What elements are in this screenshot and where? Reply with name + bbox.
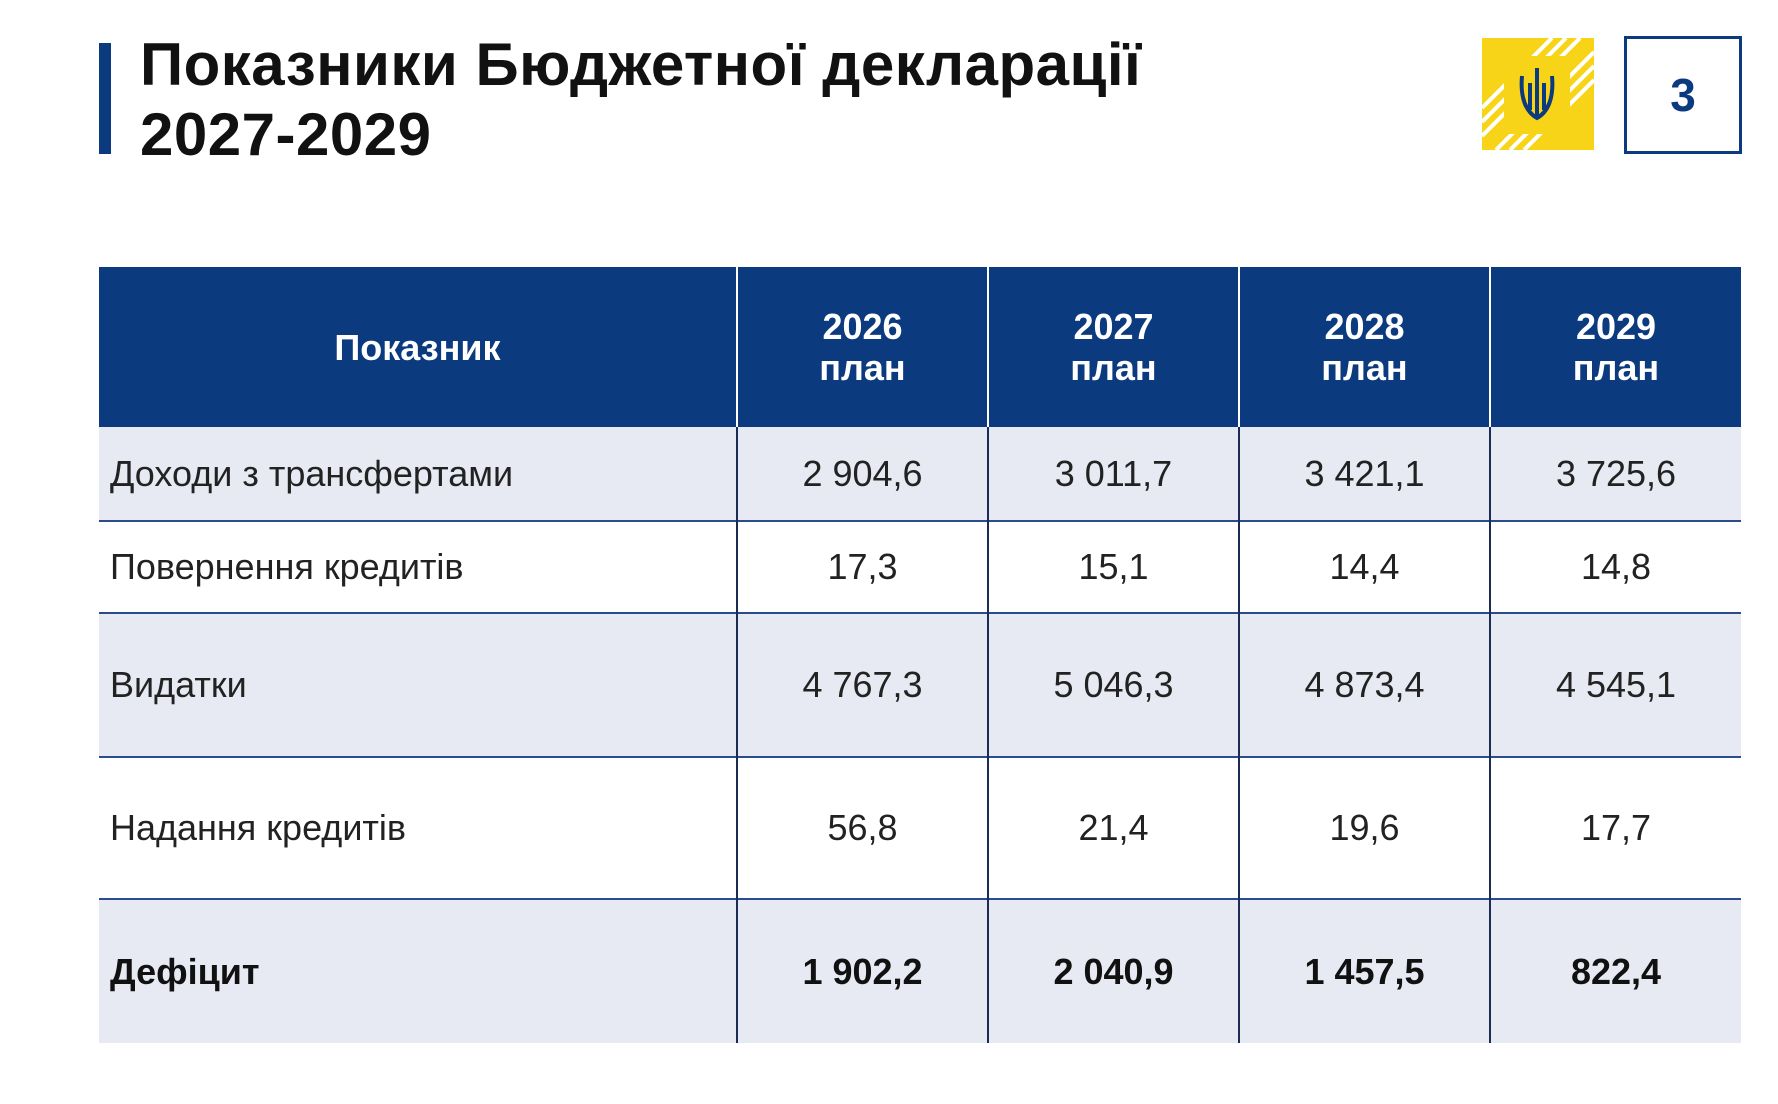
cell-value: 56,8	[736, 756, 988, 899]
cell-value: 1 457,5	[1238, 898, 1490, 1043]
column-header: 2028 план	[1238, 267, 1490, 427]
table-row: Надання кредитів 56,8 21,4 19,6 17,7	[99, 756, 1741, 899]
column-header: 2027 план	[987, 267, 1239, 427]
cell-value: 14,4	[1238, 520, 1490, 613]
cell-value: 3 421,1	[1238, 427, 1490, 521]
cell-value: 5 046,3	[987, 612, 1239, 757]
table-row: Повернення кредитів 17,3 15,1 14,4 14,8	[99, 520, 1741, 613]
cell-value: 3 011,7	[987, 427, 1239, 521]
cell-value: 2 040,9	[987, 898, 1239, 1043]
page-number: 3	[1624, 36, 1742, 154]
row-label: Дефіцит	[99, 898, 737, 1043]
cell-value: 17,3	[736, 520, 988, 613]
header-line: 2027	[1073, 306, 1154, 347]
cell-value: 19,6	[1238, 756, 1490, 899]
header-line: план	[1321, 347, 1408, 388]
cell-value: 2 904,6	[736, 427, 988, 521]
cell-value: 14,8	[1489, 520, 1741, 613]
cell-value: 822,4	[1489, 898, 1741, 1043]
column-header: 2029 план	[1489, 267, 1741, 427]
header-line: 2029	[1575, 306, 1657, 347]
accent-bar	[99, 43, 111, 154]
title-line: Показники Бюджетної декларації	[140, 31, 1142, 98]
row-label: Надання кредитів	[99, 756, 737, 899]
cell-value: 21,4	[987, 756, 1239, 899]
header-line: план	[1572, 347, 1660, 388]
header-line: план	[1070, 347, 1157, 388]
cell-value: 4 767,3	[736, 612, 988, 757]
title-line: 2027-2029	[140, 101, 432, 168]
column-header: 2026 план	[736, 267, 988, 427]
cell-value: 1 902,2	[736, 898, 988, 1043]
cell-value: 4 545,1	[1489, 612, 1741, 757]
header-line: 2028	[1324, 306, 1405, 347]
cell-value: 4 873,4	[1238, 612, 1490, 757]
header-line: план	[819, 347, 906, 388]
row-label: Повернення кредитів	[99, 520, 737, 613]
table-body: Доходи з трансфертами 2 904,6 3 011,7 3 421…	[99, 427, 1741, 1043]
cell-value: 15,1	[987, 520, 1239, 613]
table-row: Видатки 4 767,3 5 046,3 4 873,4 4 545,1	[99, 612, 1741, 757]
header-line: 2026	[822, 306, 903, 347]
cell-value: 17,7	[1489, 756, 1741, 899]
cell-value: 3 725,6	[1489, 427, 1741, 521]
header-row: Показник 2026 план 2027 план 2028 план 2029 план	[99, 267, 1741, 427]
row-label: Видатки	[99, 612, 737, 757]
logo	[1482, 38, 1594, 150]
data-table: Показник 2026 план 2027 план 2028 план 2029 план…	[99, 267, 1741, 1043]
row-label: Доходи з трансфертами	[99, 427, 737, 521]
title: Показники Бюджетної декларації 2027-2029	[140, 30, 1141, 170]
table-row: Доходи з трансфертами 2 904,6 3 011,7 3 421…	[99, 427, 1741, 521]
column-header: Показник	[99, 267, 737, 427]
table-row: Дефіцит 1 902,2 2 040,9 1 457,5 822,4	[99, 898, 1741, 1043]
header-line: Показник	[334, 326, 501, 368]
